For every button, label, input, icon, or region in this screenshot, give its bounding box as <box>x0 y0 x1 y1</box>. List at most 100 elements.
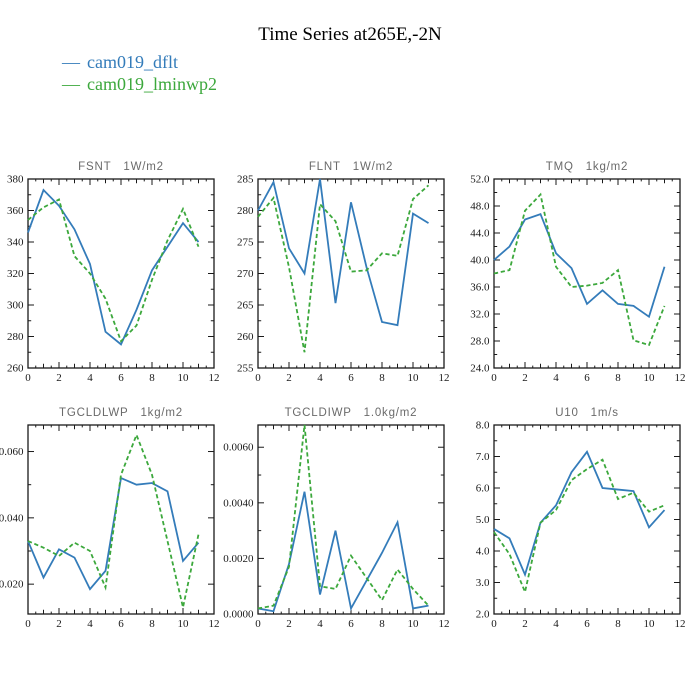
x-tick-label: 4 <box>553 618 559 630</box>
series-line-cam019_lminwp2 <box>493 192 666 347</box>
y-tick-label: 28.0 <box>470 336 490 348</box>
x-tick-label: 0 <box>255 372 261 384</box>
x-tick-label: 4 <box>87 372 93 384</box>
y-tick-label: 3.0 <box>476 577 490 589</box>
x-tick-label: 10 <box>408 372 420 384</box>
x-tick-label: 12 <box>209 372 220 384</box>
plot-frame <box>493 178 681 369</box>
x-tick-label: 8 <box>615 618 621 630</box>
y-tick-label: 255 <box>237 363 254 375</box>
x-tick-label: 6 <box>348 372 354 384</box>
y-tick-label: 5.0 <box>476 514 490 526</box>
y-tick-label: 280 <box>237 205 254 217</box>
y-tick-label: 285 <box>237 174 254 186</box>
y-tick-label: 280 <box>7 331 24 343</box>
series-line-cam019_dflt <box>257 178 429 327</box>
y-tick-label: 275 <box>237 237 254 249</box>
subplot-title: TGCLDIWP 1.0kg/m2 <box>285 407 418 419</box>
legend-item-cam019-lminwp2: — cam019_lminwp2 <box>62 73 217 95</box>
chart-tgcldiwp: TGCLDIWP 1.0kg/m2 0 2 4 6 8 10 12 0.0000 0.0020 0.… <box>222 399 462 646</box>
x-tick-label: 8 <box>615 372 621 384</box>
y-tick-label: 340 <box>7 237 24 249</box>
series-line-cam019_lminwp2 <box>27 432 200 608</box>
y-tick-label: 320 <box>7 268 24 280</box>
x-tick-label: 12 <box>209 618 220 630</box>
x-tick-label: 10 <box>644 372 656 384</box>
x-tick-label: 0 <box>25 618 31 630</box>
chart-svg: TGCLDIWP 1.0kg/m2 0 2 4 6 8 10 12 0.0000 0.0020 0.… <box>223 407 450 630</box>
y-tick-label: 52.0 <box>470 174 490 186</box>
plot-frame <box>27 424 215 615</box>
y-tick-label: 380 <box>7 174 24 186</box>
y-tick-label: 0.0040 <box>223 497 254 509</box>
x-tick-label: 6 <box>584 372 590 384</box>
chart-fsnt: FSNT 1W/m2 0 2 4 6 8 10 12 260 280 300 320 340 360 380 <box>0 153 232 400</box>
x-tick-label: 10 <box>408 618 420 630</box>
subplot-title: FSNT 1W/m2 <box>78 161 164 173</box>
chart-svg: U10 1m/s 0 2 4 6 8 10 12 2.0 3.0 4.0 5.0 6.0 7.0 8.0 <box>476 407 686 630</box>
y-tick-label: 7.0 <box>476 451 490 463</box>
y-tick-label: 270 <box>237 268 254 280</box>
x-tick-label: 8 <box>379 372 385 384</box>
x-tick-label: 0 <box>25 372 31 384</box>
x-tick-label: 0 <box>255 618 261 630</box>
y-tick-label: 0.020 <box>0 579 24 591</box>
x-tick-label: 8 <box>149 618 155 630</box>
y-tick-label: 2.0 <box>476 609 490 621</box>
x-tick-label: 4 <box>317 372 323 384</box>
series-line-cam019_lminwp2 <box>27 198 200 343</box>
x-tick-label: 8 <box>379 618 385 630</box>
x-tick-label: 4 <box>317 618 323 630</box>
x-tick-label: 6 <box>584 618 590 630</box>
x-tick-label: 6 <box>118 372 124 384</box>
y-tick-label: 32.0 <box>470 309 490 321</box>
series-line-cam019_dflt <box>493 449 666 578</box>
chart-svg: TMQ 1kg/m2 0 2 4 6 8 10 12 24.0 28.0 32.0 36.0 40.0 4… <box>470 161 685 384</box>
x-tick-label: 4 <box>87 618 93 630</box>
chart-flnt: FLNT 1W/m2 0 2 4 6 8 10 12 255 260 265 270 275 280 285 <box>222 153 462 400</box>
x-tick-label: 2 <box>522 618 528 630</box>
series-line-cam019_lminwp2 <box>257 424 430 610</box>
subplot-title: FLNT 1W/m2 <box>309 161 393 173</box>
legend-label: cam019_lminwp2 <box>87 74 217 94</box>
x-tick-label: 12 <box>439 372 450 384</box>
y-tick-label: 4.0 <box>476 546 490 558</box>
x-tick-label: 0 <box>491 618 497 630</box>
y-tick-label: 260 <box>7 363 24 375</box>
y-tick-label: 0.0000 <box>223 609 254 621</box>
x-tick-label: 2 <box>56 372 62 384</box>
y-tick-label: 48.0 <box>470 201 490 213</box>
x-tick-label: 6 <box>118 618 124 630</box>
chart-tgcldlwp: TGCLDLWP 1kg/m2 0 2 4 6 8 10 12 0.020 0.040 0.060 <box>0 399 232 646</box>
subplot-title: TGCLDLWP 1kg/m2 <box>59 407 183 419</box>
subplot-title: TMQ 1kg/m2 <box>546 161 628 173</box>
x-tick-label: 12 <box>439 618 450 630</box>
subplot-title: U10 1m/s <box>555 407 619 419</box>
plot-frame <box>257 424 445 615</box>
y-tick-label: 8.0 <box>476 420 490 432</box>
x-tick-label: 10 <box>178 372 190 384</box>
legend: — cam019_dflt — cam019_lminwp2 <box>62 51 217 95</box>
y-tick-label: 44.0 <box>470 228 490 240</box>
x-tick-label: 10 <box>644 618 656 630</box>
y-tick-label: 24.0 <box>470 363 490 375</box>
x-tick-label: 2 <box>56 618 62 630</box>
series-line-cam019_dflt <box>257 491 429 613</box>
series-line-cam019_lminwp2 <box>493 458 665 595</box>
y-tick-label: 265 <box>237 300 254 312</box>
series-line-cam019_lminwp2 <box>257 184 430 353</box>
x-tick-label: 0 <box>491 372 497 384</box>
x-tick-label: 12 <box>675 618 686 630</box>
y-tick-label: 36.0 <box>470 282 490 294</box>
y-tick-label: 0.060 <box>0 446 24 458</box>
y-tick-label: 6.0 <box>476 483 490 495</box>
chart-svg: FSNT 1W/m2 0 2 4 6 8 10 12 260 280 300 320 340 360 380 <box>7 161 220 384</box>
legend-label: cam019_dflt <box>87 52 178 72</box>
x-tick-label: 4 <box>553 372 559 384</box>
x-tick-label: 2 <box>522 372 528 384</box>
y-tick-label: 0.0060 <box>223 442 254 454</box>
legend-item-cam019-dflt: — cam019_dflt <box>62 51 217 73</box>
y-tick-label: 0.0020 <box>223 553 254 565</box>
x-tick-label: 2 <box>286 372 292 384</box>
